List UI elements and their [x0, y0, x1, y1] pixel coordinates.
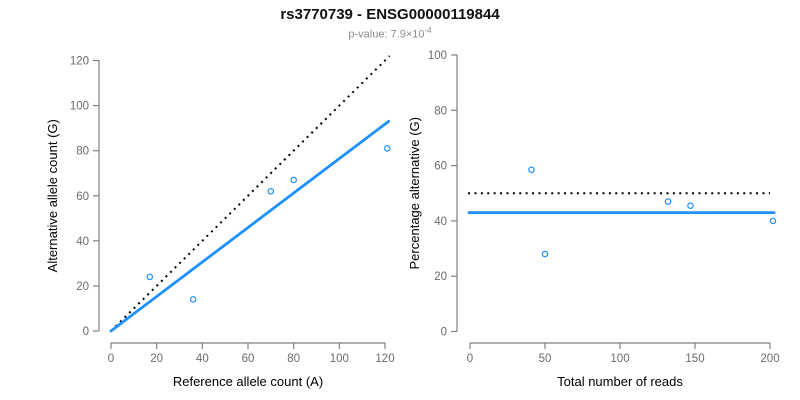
- identity-line: [110, 55, 391, 332]
- right-y-axis-title: Percentage alternative (G): [407, 117, 422, 269]
- y-tick-label: 0: [441, 327, 447, 339]
- y-tick-label: 40: [434, 216, 447, 228]
- y-tick-label: 80: [76, 146, 89, 158]
- x-tick-label: 20: [150, 353, 163, 365]
- y-tick-label: 40: [76, 236, 89, 248]
- figure-title: rs3770739 - ENSG00000119844: [280, 6, 500, 23]
- y-tick-label: 80: [434, 105, 447, 117]
- data-point: [664, 198, 672, 205]
- y-tick-label: 20: [434, 271, 447, 283]
- left-y-axis-title: Alternative allele count (G): [45, 119, 60, 272]
- pvalue-exponent: -4: [424, 26, 432, 35]
- data-point: [769, 217, 777, 225]
- y-tick-label: 100: [70, 101, 89, 113]
- x-tick-label: 120: [375, 353, 394, 365]
- data-point: [541, 250, 549, 258]
- figure-subtitle: p-value: 7.9×10-4: [0, 26, 780, 41]
- x-tick-label: 100: [610, 353, 629, 365]
- pvalue-text: p-value: 7.9×10: [348, 28, 425, 41]
- x-tick-label: 0: [108, 353, 114, 365]
- data-point: [383, 145, 391, 152]
- x-tick-label: 50: [539, 353, 552, 365]
- y-tick-label: 0: [83, 326, 89, 338]
- y-tick-label: 100: [428, 50, 447, 62]
- y-tick-label: 120: [70, 56, 89, 68]
- data-point: [290, 176, 297, 184]
- data-point: [687, 202, 694, 209]
- x-tick-label: 200: [760, 353, 779, 365]
- y-tick-label: 60: [76, 191, 89, 203]
- regression-line: [109, 119, 391, 333]
- data-point: [528, 166, 535, 174]
- x-tick-label: 40: [196, 353, 209, 365]
- x-tick-label: 0: [467, 353, 473, 365]
- y-tick-label: 20: [76, 281, 89, 293]
- data-point: [146, 273, 154, 281]
- data-point: [267, 187, 275, 195]
- right-x-axis-title: Total number of reads: [557, 374, 683, 389]
- left-x-axis-title: Reference allele count (A): [173, 374, 323, 389]
- data-point: [189, 296, 197, 303]
- x-tick-label: 150: [685, 353, 704, 365]
- x-tick-label: 100: [330, 353, 349, 365]
- y-tick-label: 60: [434, 161, 447, 173]
- x-tick-label: 60: [242, 353, 255, 365]
- x-tick-label: 80: [287, 353, 300, 365]
